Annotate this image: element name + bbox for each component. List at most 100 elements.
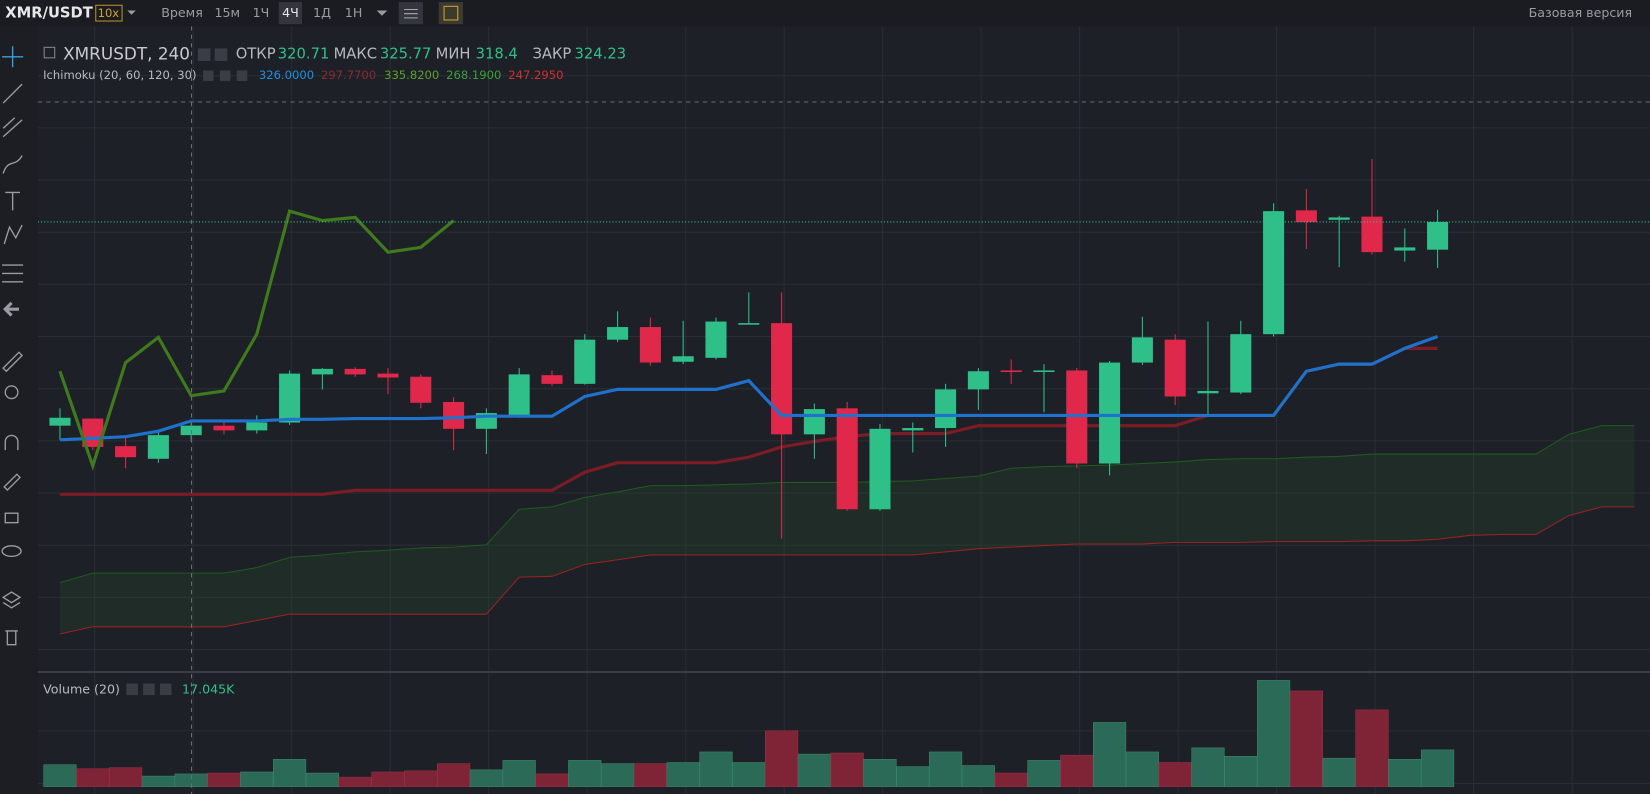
candle-body <box>246 422 268 431</box>
volume-bar <box>1257 680 1291 787</box>
volume-bar <box>1224 755 1258 787</box>
candle-body <box>213 425 235 431</box>
candle-body <box>869 428 891 510</box>
candle-body <box>1263 211 1285 335</box>
zoom-tool[interactable] <box>4 385 19 400</box>
channel-tool[interactable] <box>2 117 23 138</box>
candle-body <box>836 408 858 510</box>
tab[interactable]: 1Д <box>313 5 331 20</box>
leverage[interactable]: 10x <box>98 6 120 20</box>
legend-button[interactable] <box>236 70 248 81</box>
volume-bar <box>863 759 897 787</box>
tab[interactable]: 1Ч <box>253 5 270 20</box>
volume-bar <box>994 772 1028 787</box>
volume-value: 17.045K <box>182 681 235 696</box>
volume-bar <box>765 730 799 787</box>
crosshair-tool[interactable] <box>2 46 24 68</box>
tab[interactable]: 1Н <box>345 5 363 20</box>
ruler-tool[interactable] <box>2 351 24 373</box>
candle-body <box>1000 370 1022 373</box>
visibility-tool[interactable] <box>1 545 22 558</box>
candle-body <box>935 389 957 429</box>
lock-tool[interactable] <box>4 512 19 524</box>
lock-draw-tool[interactable] <box>3 473 21 492</box>
volume-bar <box>43 764 77 787</box>
volume-bar <box>469 769 503 787</box>
line-tool[interactable] <box>2 83 23 104</box>
legend-button[interactable] <box>126 683 138 696</box>
volume-label: Volume (20) <box>43 681 120 696</box>
candle-body <box>1033 370 1055 373</box>
candle-body <box>1230 334 1252 393</box>
low-value: 318.4 <box>476 46 518 63</box>
dropdown[interactable] <box>127 10 136 15</box>
volume-bar <box>961 765 995 787</box>
tool-icons <box>1 46 24 646</box>
leverage-box[interactable] <box>95 4 123 22</box>
ichimoku-value: 297.7700 <box>321 68 376 82</box>
candle-body <box>1131 337 1153 363</box>
volume-bar <box>1125 751 1159 787</box>
volume-bar <box>437 763 471 787</box>
magnet-tool[interactable] <box>4 434 19 451</box>
fib-tool[interactable] <box>2 264 24 283</box>
legend-button[interactable] <box>203 70 214 81</box>
ichimoku-chikou <box>58 209 455 471</box>
pattern-tool[interactable] <box>3 224 23 245</box>
version[interactable]: Базовая версия <box>1529 5 1633 20</box>
volume-bar <box>502 760 536 787</box>
volume-bar <box>699 751 733 787</box>
close-value: 324.23 <box>575 46 627 63</box>
tab[interactable]: Время <box>161 5 203 20</box>
volume-bar <box>273 759 307 787</box>
legend-button[interactable] <box>197 48 211 61</box>
volume-bar <box>1355 709 1389 787</box>
candle-body <box>672 356 694 362</box>
volume-bar <box>404 770 438 787</box>
volume-bar <box>1421 749 1455 787</box>
candle-body <box>738 323 760 325</box>
candle-body <box>344 368 366 375</box>
volume-bar <box>732 762 766 787</box>
tab[interactable]: 4Ч <box>282 5 299 20</box>
active-tab <box>278 2 303 25</box>
volume-bar <box>568 760 602 787</box>
candle-body <box>311 368 333 375</box>
candle-body <box>410 376 432 403</box>
tab[interactable]: 15м <box>215 5 241 20</box>
legend-button[interactable] <box>159 683 172 696</box>
left-toolbar <box>0 26 38 794</box>
legend-button[interactable] <box>143 683 155 696</box>
candle-body <box>1099 362 1121 464</box>
candle-body <box>443 401 465 429</box>
volume-bar <box>797 753 831 787</box>
candle-body <box>607 327 629 340</box>
text-tool[interactable] <box>5 191 20 211</box>
candle-body <box>1295 210 1317 223</box>
brush-tool[interactable] <box>2 155 23 174</box>
volume-bar <box>1060 754 1094 787</box>
collapse-button[interactable] <box>43 46 56 59</box>
legend-button[interactable] <box>219 70 231 81</box>
volume-bar <box>1191 747 1225 787</box>
candle-body <box>705 321 727 358</box>
top-bar <box>0 0 1650 27</box>
legend-button[interactable] <box>214 48 228 61</box>
notes-button[interactable] <box>438 2 464 25</box>
delete-tool[interactable] <box>5 630 18 646</box>
open-value: 320.71 <box>278 46 330 63</box>
candle-body <box>115 446 137 458</box>
volume-bar <box>1388 759 1422 787</box>
candle-body <box>1197 390 1219 394</box>
volume-bar <box>240 771 274 787</box>
volume-bar <box>207 772 241 787</box>
back-tool[interactable] <box>3 301 19 317</box>
volume-bar <box>1158 762 1192 787</box>
layers-tool[interactable] <box>1 591 22 609</box>
close-label: ЗАКР <box>532 46 571 63</box>
volume-bar <box>76 768 110 787</box>
pair[interactable]: XMR/USDT <box>5 5 93 22</box>
dropdown[interactable] <box>376 10 388 16</box>
